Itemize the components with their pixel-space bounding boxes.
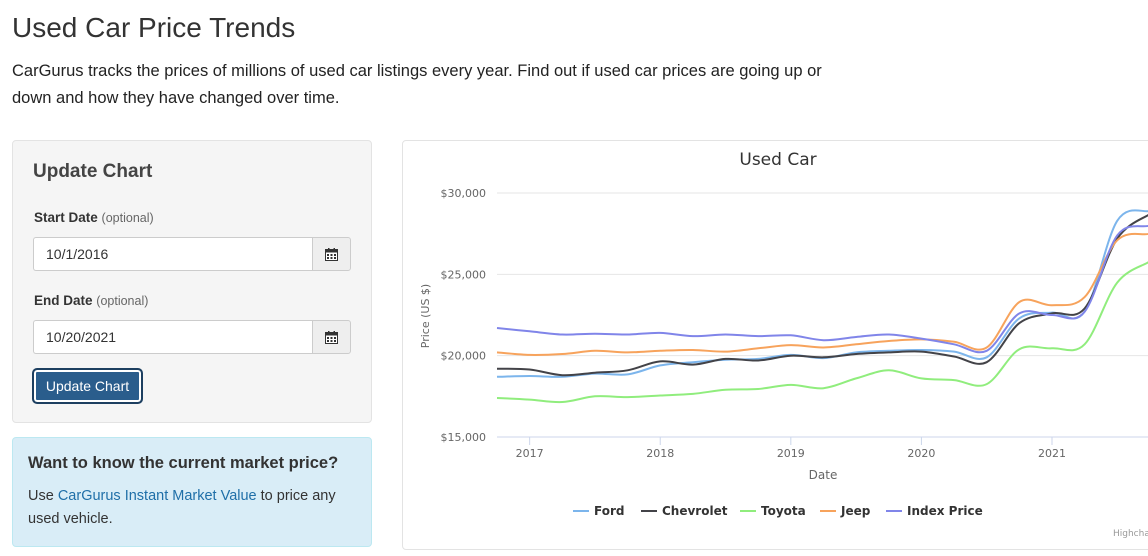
end-date-calendar-button[interactable] — [312, 320, 351, 354]
legend-label: Jeep — [840, 504, 871, 518]
x-tick-label: 2017 — [516, 447, 544, 460]
x-tick-label: 2020 — [907, 447, 935, 460]
y-tick-label: $20,000 — [441, 350, 487, 363]
legend-item-toyota[interactable]: Toyota — [740, 504, 806, 518]
legend-label: Index Price — [907, 504, 983, 518]
info-text-before: Use — [28, 488, 58, 504]
panel-title: Update Chart — [33, 161, 153, 182]
end-date-label-text: End Date — [34, 293, 93, 308]
calendar-icon — [325, 330, 338, 344]
legend-label: Chevrolet — [662, 504, 728, 518]
update-chart-panel: Update Chart Start Date (optional) End D… — [12, 140, 372, 423]
x-axis-label: Date — [809, 468, 838, 482]
x-tick-label: 2021 — [1038, 447, 1066, 460]
end-date-label: End Date (optional) — [34, 293, 148, 308]
x-tick-label: 2018 — [646, 447, 674, 460]
start-date-input[interactable] — [33, 237, 312, 271]
y-tick-label: $25,000 — [441, 268, 487, 281]
legend-item-ford[interactable]: Ford — [573, 504, 624, 518]
info-text-after: to price any used vehicle. — [28, 488, 336, 527]
legend-label: Toyota — [761, 504, 806, 518]
price-trend-chart: Used Car $15,000 $20,000 $25,000 $30,000 20… — [419, 150, 1148, 539]
legend-item-index-price[interactable]: Index Price — [886, 504, 983, 518]
start-date-calendar-button[interactable] — [312, 237, 351, 271]
end-date-optional: (optional) — [96, 294, 149, 308]
highcharts-credits[interactable]: Highcharts.com — [1113, 529, 1148, 539]
info-text: Use CarGurus Instant Market Value to pri… — [28, 485, 363, 531]
legend-item-chevrolet[interactable]: Chevrolet — [641, 504, 728, 518]
page-title: Used Car Price Trends — [12, 12, 296, 43]
instant-market-value-link[interactable]: CarGurus Instant Market Value — [57, 488, 257, 504]
start-date-optional: (optional) — [101, 211, 154, 225]
series-line-index-price[interactable] — [496, 217, 1148, 354]
legend-item-jeep[interactable]: Jeep — [820, 504, 871, 518]
chart-title: Used Car — [739, 150, 816, 170]
end-date-input[interactable] — [33, 320, 312, 354]
chart-card: Used Car $15,000 $20,000 $25,000 $30,000 20… — [402, 140, 1148, 550]
info-title: Want to know the current market price? — [28, 454, 339, 472]
series-line-jeep[interactable] — [496, 226, 1148, 356]
series-line-chevrolet[interactable] — [496, 209, 1148, 377]
start-date-label-text: Start Date — [34, 210, 98, 225]
update-chart-button[interactable]: Update Chart — [33, 369, 142, 403]
y-tick-label: $15,000 — [441, 431, 487, 444]
calendar-icon — [325, 247, 338, 261]
y-axis-label: Price (US $) — [419, 284, 432, 348]
end-date-group — [33, 320, 351, 354]
legend-label: Ford — [594, 504, 624, 518]
series-line-toyota[interactable] — [496, 252, 1148, 404]
start-date-label: Start Date (optional) — [34, 210, 154, 225]
page-intro: CarGurus tracks the prices of millions o… — [12, 62, 822, 107]
x-tick-label: 2019 — [777, 447, 805, 460]
y-tick-label: $30,000 — [441, 187, 487, 200]
market-price-info-box: Want to know the current market price? U… — [12, 437, 372, 547]
start-date-group — [33, 237, 351, 271]
